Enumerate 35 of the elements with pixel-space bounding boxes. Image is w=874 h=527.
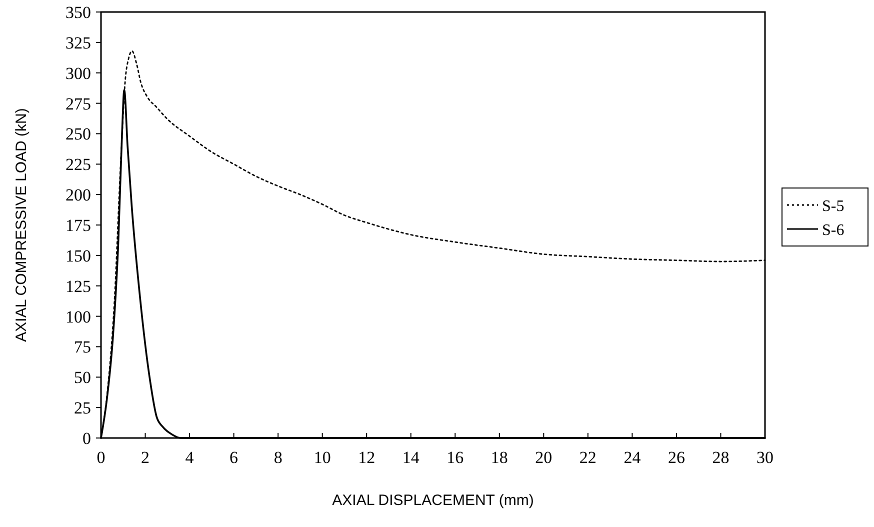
x-tick-label: 30 xyxy=(756,448,774,467)
x-tick-label: 6 xyxy=(230,448,238,467)
y-tick-label: 250 xyxy=(66,124,91,144)
y-tick-label: 175 xyxy=(66,216,91,235)
x-tick-label: 16 xyxy=(446,448,464,467)
y-tick-label: 50 xyxy=(74,368,91,388)
legend-label: S-5 xyxy=(822,198,844,215)
x-tick-label: 0 xyxy=(96,448,106,467)
y-tick-label: 0 xyxy=(82,429,91,448)
x-tick-label: 28 xyxy=(712,448,730,467)
x-tick-label: 26 xyxy=(668,448,685,467)
y-tick-label: 300 xyxy=(66,64,91,83)
x-tick-label: 18 xyxy=(490,448,508,467)
x-tick-label: 8 xyxy=(274,448,282,467)
y-tick-label: 150 xyxy=(66,246,91,266)
y-tick-label: 75 xyxy=(74,338,91,357)
y-tick-label: 100 xyxy=(66,307,91,326)
legend-label: S-6 xyxy=(822,222,844,239)
x-tick-label: 22 xyxy=(579,448,596,467)
y-tick-label: 25 xyxy=(74,398,91,418)
y-tick-label: 200 xyxy=(66,186,91,205)
x-tick-label: 24 xyxy=(624,448,642,467)
x-tick-label: 2 xyxy=(141,448,150,467)
y-tick-label: 225 xyxy=(66,155,91,174)
x-axis-title: AXIAL DISPLACEMENT (mm) xyxy=(332,492,534,509)
y-tick-label: 275 xyxy=(66,94,91,114)
x-tick-label: 14 xyxy=(402,448,420,467)
y-tick-label: 350 xyxy=(66,3,91,22)
y-tick-label: 325 xyxy=(66,33,91,52)
x-tick-label: 20 xyxy=(535,448,552,467)
x-tick-label: 10 xyxy=(314,448,331,467)
y-tick-label: 125 xyxy=(66,276,91,296)
y-axis-title: AXIAL COMPRESSIVE LOAD (kN) xyxy=(13,108,30,342)
x-tick-label: 12 xyxy=(358,448,376,467)
x-tick-label: 4 xyxy=(185,448,194,467)
